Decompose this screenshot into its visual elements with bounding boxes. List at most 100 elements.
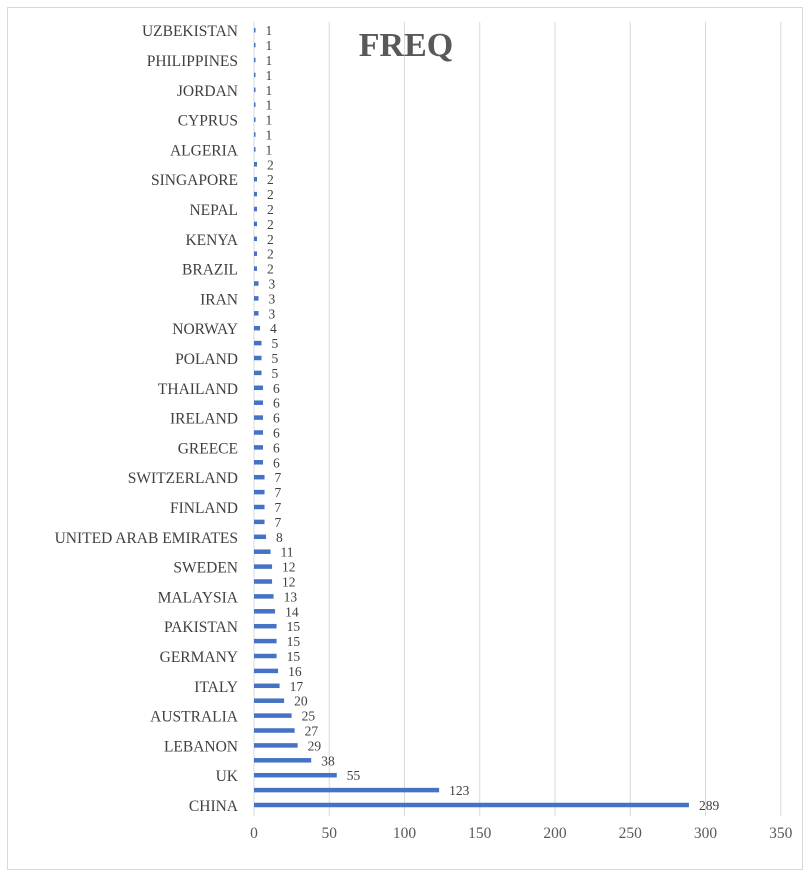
bar — [254, 653, 277, 659]
value-label: 1 — [266, 53, 273, 68]
bar — [254, 549, 271, 554]
bar — [254, 206, 258, 212]
value-label: 1 — [266, 68, 273, 83]
value-label: 7 — [275, 515, 282, 530]
category-label: THAILAND — [158, 381, 238, 398]
bar — [254, 534, 267, 540]
value-label: 289 — [699, 798, 720, 813]
bar — [254, 221, 258, 227]
value-label: 1 — [266, 128, 273, 143]
category-label: SWEDEN — [173, 560, 238, 577]
value-label: 11 — [281, 545, 294, 560]
bar — [254, 162, 258, 167]
category-label: LEBANON — [164, 738, 238, 755]
category-label: ALGERIA — [170, 142, 239, 159]
value-label: 8 — [276, 530, 283, 545]
bar — [254, 42, 256, 48]
value-label: 6 — [273, 396, 280, 411]
value-label: 5 — [272, 366, 279, 381]
x-tick-label: 300 — [694, 825, 718, 842]
bar — [254, 281, 259, 286]
value-label: 6 — [273, 440, 280, 455]
bar — [254, 460, 264, 465]
value-label: 1 — [266, 23, 273, 38]
chart-frame: 0 50 100 150 200 250 300 350 289 CHINA 123 55 UK 38 29… — [7, 7, 803, 870]
value-label: 6 — [273, 411, 280, 426]
value-label: 38 — [321, 753, 335, 768]
value-label: 15 — [287, 619, 301, 634]
value-label: 16 — [288, 664, 302, 679]
category-label: MALAYSIA — [158, 589, 239, 606]
value-label: 5 — [272, 351, 279, 366]
bar — [254, 519, 265, 525]
bar — [254, 772, 337, 778]
bar — [254, 87, 256, 93]
bar — [254, 325, 261, 331]
bar — [254, 102, 256, 107]
bar — [254, 668, 279, 674]
bar — [254, 474, 265, 480]
bar — [254, 415, 264, 420]
value-label: 25 — [302, 709, 316, 724]
value-label: 1 — [266, 98, 273, 113]
value-label: 1 — [266, 142, 273, 157]
value-label: 2 — [267, 172, 274, 187]
category-label: FINLAND — [170, 500, 238, 517]
bar — [254, 147, 256, 152]
bar — [254, 340, 262, 346]
category-label: SINGAPORE — [151, 172, 238, 189]
category-label: PHILIPPINES — [147, 53, 238, 70]
value-label: 15 — [287, 634, 301, 649]
value-label: 3 — [269, 291, 276, 306]
bar — [254, 57, 256, 63]
bar — [254, 117, 256, 122]
value-label: 6 — [273, 381, 280, 396]
category-label: UK — [216, 768, 239, 785]
value-label: 14 — [285, 604, 299, 619]
x-tick-label: 350 — [769, 825, 793, 842]
category-label: UNITED ARAB EMIRATES — [55, 530, 238, 547]
category-label: KENYA — [185, 232, 238, 249]
category-label: NEPAL — [189, 202, 238, 219]
bar — [254, 266, 258, 271]
category-label: JORDAN — [177, 83, 238, 100]
category-label: CYPRUS — [178, 113, 238, 130]
bars — [254, 27, 689, 808]
value-label: 7 — [275, 500, 282, 515]
value-label: 27 — [305, 724, 319, 739]
value-label: 13 — [284, 589, 298, 604]
bar — [254, 623, 277, 629]
value-label: 4 — [270, 321, 277, 336]
bar — [254, 579, 273, 584]
bar — [254, 251, 258, 256]
category-label: ITALY — [194, 679, 238, 696]
category-label: BRAZIL — [182, 262, 238, 279]
value-label: 15 — [287, 649, 301, 664]
value-label: 123 — [449, 783, 470, 798]
bar — [254, 176, 258, 182]
value-label: 20 — [294, 694, 308, 709]
bar — [254, 132, 256, 137]
category-label: AUSTRALIA — [150, 709, 239, 726]
bar — [254, 802, 689, 808]
category-label: POLAND — [175, 351, 238, 368]
x-tick-label: 50 — [322, 825, 338, 842]
bar — [254, 504, 265, 510]
bar — [254, 370, 262, 376]
x-tick-label: 0 — [250, 825, 258, 842]
bar — [254, 489, 265, 495]
category-label: NORWAY — [172, 321, 238, 338]
value-label: 2 — [267, 262, 274, 277]
value-label: 2 — [267, 202, 274, 217]
category-label: SWITZERLAND — [128, 470, 238, 487]
value-label: 3 — [269, 306, 276, 321]
value-label: 2 — [267, 157, 274, 172]
bar — [254, 609, 276, 614]
value-label: 6 — [273, 455, 280, 470]
x-tick-label: 100 — [393, 825, 417, 842]
value-label: 55 — [347, 768, 361, 783]
gridlines — [253, 22, 782, 816]
category-label: GERMANY — [160, 649, 238, 666]
x-tick-label: 200 — [543, 825, 567, 842]
value-label: 1 — [266, 83, 273, 98]
